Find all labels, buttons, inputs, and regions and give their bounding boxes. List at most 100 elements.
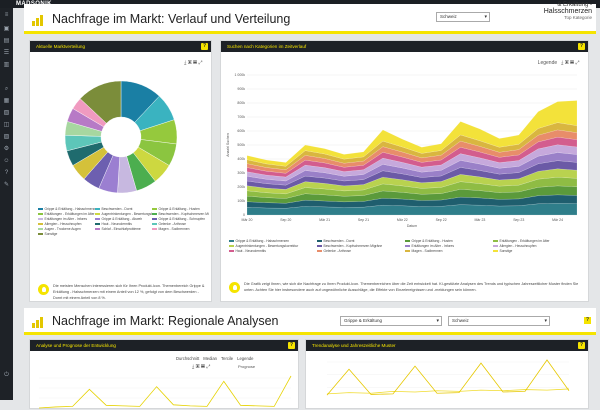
seasonal-line-chart	[326, 359, 570, 396]
dashboard-icon[interactable]: ▣	[3, 26, 10, 32]
legend-item[interactable]: Allergien - Heuschnupfen	[38, 222, 95, 227]
pdf-icon[interactable]: ▤	[570, 60, 576, 66]
legend-item[interactable]: Magen - Sodbrennen	[152, 227, 209, 232]
panel-title: Trendanalyse und Jahreszeitliche Muster	[312, 343, 396, 348]
tool-icon[interactable]: ✎	[3, 182, 10, 188]
legend-item[interactable]: Beschwerden - Kopfschmerzen Migräne	[317, 244, 405, 249]
help-icon[interactable]: ?	[578, 342, 585, 349]
y-tick-label: 1 000k	[234, 73, 245, 77]
legend-item[interactable]: Sonstige	[493, 249, 581, 254]
legend-item[interactable]: Grippe & Erkältung - Husten	[152, 207, 209, 212]
legend-item[interactable]: Haut - Neurodermitis	[95, 222, 152, 227]
line-series[interactable]	[326, 359, 570, 396]
legend-swatch	[317, 239, 322, 243]
toggle-legend[interactable]: Legende	[237, 356, 254, 361]
legend-item[interactable]: Beschwerden - Dornt	[95, 207, 152, 212]
image-icon[interactable]: ▣	[195, 364, 202, 370]
y-tick-label: 500k	[237, 143, 245, 147]
legend-item[interactable]: Erkältungen im Alter - Infores	[405, 244, 493, 249]
panel-tools: ⤓▣▤⤢	[184, 60, 204, 66]
settings-icon[interactable]: ⚙	[3, 146, 10, 152]
legend-item[interactable]: Schlaf - Einschlafprobleme	[95, 227, 152, 232]
y-tick-label: 900k	[237, 87, 245, 91]
question-icon[interactable]: ?	[4, 170, 9, 176]
legend-item[interactable]: Grippe & Erkältung - Husten	[405, 239, 493, 244]
expand-icon[interactable]: ⤢	[206, 364, 212, 370]
legend-swatch	[95, 212, 100, 216]
legend-item[interactable]: Sonstige	[38, 232, 95, 237]
help-icon[interactable]: ?	[584, 317, 591, 324]
image-icon[interactable]: ▣	[564, 60, 571, 66]
chart-icon[interactable]: ▥	[3, 62, 10, 68]
search-icon[interactable]: ⌕	[4, 86, 9, 92]
country-select[interactable]: Schweiz	[448, 316, 550, 326]
legend-item[interactable]: Augen - Trockene Augen	[38, 227, 95, 232]
bar-chart-icon	[32, 316, 46, 328]
menu-icon[interactable]: ≡	[4, 12, 9, 18]
legend-item[interactable]: Gelenke - Arthrose	[152, 222, 209, 227]
legend-item[interactable]: Erkältungen im Alter - Infores	[38, 217, 95, 222]
panel-tools: ⤓▣▤⤢	[192, 364, 212, 370]
download-icon[interactable]: ⤓	[184, 60, 188, 66]
area-series[interactable]	[246, 100, 578, 167]
list-icon[interactable]: ☰	[3, 50, 10, 56]
legend-swatch	[152, 207, 157, 211]
list-icon[interactable]: ▨	[3, 134, 10, 140]
legend-item[interactable]: Allergien - Heuschnupfen	[493, 244, 581, 249]
legend-swatch	[405, 249, 410, 253]
logout-icon[interactable]: ⏻	[4, 372, 9, 378]
legend-swatch	[152, 212, 157, 216]
legend-item[interactable]: Grippe & Erkältung - Halsschmerzen	[38, 207, 95, 212]
pdf-icon[interactable]: ▤	[201, 364, 207, 370]
dashboard-icon[interactable]: ▧	[3, 110, 10, 116]
expand-icon[interactable]: ⤢	[575, 60, 581, 66]
toggle-average[interactable]: Durchschnitt	[176, 356, 200, 361]
legend-item[interactable]: Erkältungen - Erkältungen im Alter	[38, 212, 95, 217]
x-tick-label: Mär 23	[474, 218, 485, 222]
legend-toggle[interactable]: Legende	[537, 60, 558, 66]
legend-item[interactable]: Augentrinkenlungen - Bewertungskorrektur	[229, 244, 317, 249]
download-icon[interactable]: ⤓	[561, 60, 565, 66]
legend-item[interactable]: Augentrinkenlungen - Bewertungskorrektur	[95, 212, 152, 217]
image-icon[interactable]: ▣	[187, 60, 194, 66]
legend-item[interactable]: Haut - Neurodermitis	[229, 249, 317, 254]
toggle-median[interactable]: Median	[203, 356, 218, 361]
line-series[interactable]	[38, 375, 292, 409]
x-axis-label: Datum	[407, 224, 417, 228]
market-distribution-panel: Aktuelle Marktverteilung? ⤓▣▤⤢ Grippe & …	[29, 40, 212, 302]
chart-icon[interactable]: ▤	[3, 38, 10, 44]
user-icon[interactable]: ☺	[3, 158, 10, 164]
legend-swatch	[229, 244, 234, 248]
x-tick-label: Sep 23	[513, 218, 524, 222]
legend-item[interactable]: Grippe & Erkältung - Halsschmerzen	[229, 239, 317, 244]
insight-note: Die Grafik zeigt Ihnen, wie sich die Nac…	[229, 281, 585, 293]
legend-swatch	[493, 244, 498, 248]
help-icon[interactable]: ?	[578, 43, 585, 50]
stacked-area-chart: 0 100k 200k 300k 400k 500k 600k 700k 800k 900k 1 0…	[226, 73, 578, 228]
legend-item[interactable]: Gelenke - Arthrose	[317, 249, 405, 254]
legend-item[interactable]: Beschwerden - Dornt	[317, 239, 405, 244]
pdf-icon[interactable]: ▤	[193, 60, 199, 66]
legend-item[interactable]: Magen - Sodbrennen	[405, 249, 493, 254]
pie-slice[interactable]	[79, 80, 122, 124]
chart-icon[interactable]: ◫	[3, 122, 10, 128]
panel-header: Suchen nach Kategorien im Zeitverlauf?	[221, 41, 588, 52]
category-select[interactable]: Grippe & Erkältung	[340, 316, 442, 326]
top-category-label: Top Kategorie	[564, 15, 592, 20]
list-icon[interactable]: ▦	[3, 98, 10, 104]
sidebar: ≡ ▣ ▤ ☰ ▥ ⌕ ▦ ▧ ◫ ▨ ⚙ ☺ ? ✎ ⏻	[0, 8, 13, 400]
y-axis-label: Anzahl Suchen	[226, 133, 230, 157]
legend-item[interactable]: Beschwerden - Kopfschmerzen Migräne	[152, 212, 209, 217]
insight-text: Die Grafik zeigt Ihnen, wie sich die Nac…	[244, 282, 579, 292]
help-icon[interactable]: ?	[288, 342, 295, 349]
download-icon[interactable]: ⤓	[192, 364, 196, 370]
country-select[interactable]: Schweiz	[436, 12, 490, 22]
legend-item[interactable]: Grippe & Erkältung - Abweh	[95, 217, 152, 222]
legend-item[interactable]: Grippe & Erkältung - Schnupfen	[152, 217, 209, 222]
toggle-tercile[interactable]: Tercile	[221, 356, 234, 361]
line-series[interactable]	[326, 388, 570, 395]
expand-icon[interactable]: ⤢	[198, 60, 204, 66]
help-icon[interactable]: ?	[201, 43, 208, 50]
y-tick-label: 600k	[237, 129, 245, 133]
legend-item[interactable]: Erkältungen - Erkältungen im Alter	[493, 239, 581, 244]
